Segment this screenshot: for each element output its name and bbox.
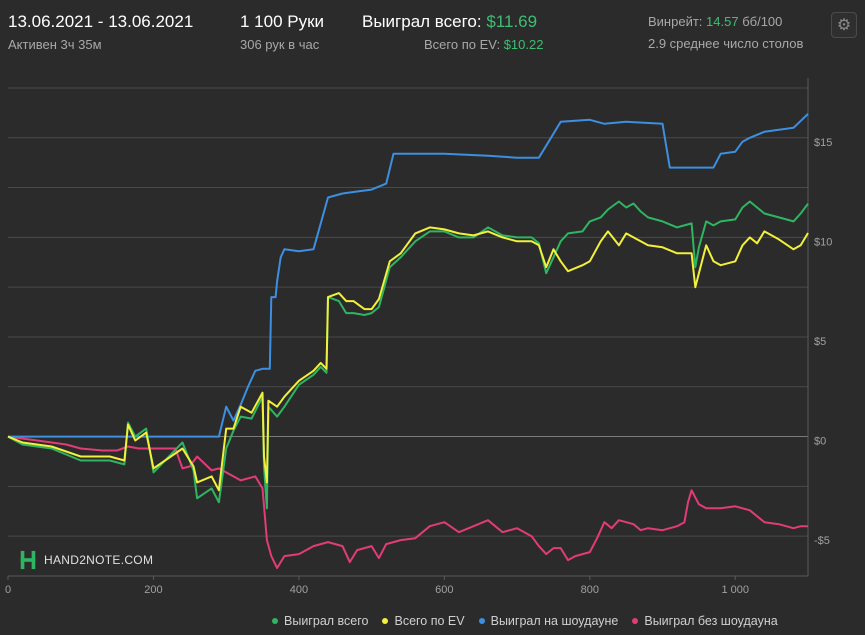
hands-count: 1 100 Руки (240, 12, 325, 31)
chart-ticks: $15 $10 $5 $0 -$5 0 200 400 600 800 1 000 (5, 137, 832, 596)
hand2note-logo: HAND2NOTE.COM (18, 550, 153, 570)
x-tick-label: 400 (290, 584, 308, 596)
ev-total-value: $10.22 (503, 37, 544, 52)
series-line-0 (7, 200, 809, 510)
x-tick-label: 200 (144, 584, 162, 596)
chart-grid (8, 78, 809, 577)
avg-tables: 2.9 среднее число столов (648, 36, 804, 51)
y-tick-label: $5 (814, 336, 826, 348)
legend-item[interactable]: Выиграл всего (272, 614, 368, 628)
winrate-unit: бб/100 (742, 14, 783, 29)
date-range: 13.06.2021 - 13.06.2021 (8, 12, 194, 31)
series-line-1 (7, 226, 809, 492)
x-tick-label: 600 (435, 584, 453, 596)
settings-button[interactable]: ⚙ (831, 12, 857, 38)
legend-item[interactable]: Выиграл без шоудауна (632, 614, 778, 628)
x-tick-label: 1 000 (722, 584, 750, 596)
y-tick-label: $10 (814, 236, 832, 248)
watermark-text: HAND2NOTE.COM (44, 553, 154, 567)
legend-item[interactable]: Выиграл на шоудауне (478, 614, 619, 628)
winrate: Винрейт: 14.57 бб/100 (648, 14, 782, 29)
hand2note-logo-icon (20, 550, 36, 570)
legend-label: Выиграл на шоудауне (490, 614, 619, 628)
legend-label: Всего по EV (394, 614, 465, 628)
legend-label: Выиграл всего (284, 614, 369, 628)
x-tick-label: 800 (581, 584, 599, 596)
winrate-label: Винрейт: (648, 14, 703, 29)
legend-dot (272, 618, 278, 624)
won-total-value: $11.69 (486, 12, 538, 31)
chart-legend: Выиграл всего Всего по EV Выиграл на шоуда… (272, 614, 778, 628)
series-line-3 (7, 435, 808, 569)
winrate-value: 14.57 (706, 14, 739, 29)
gear-icon: ⚙ (836, 17, 852, 34)
legend-dot (632, 618, 639, 624)
chart-series (7, 113, 809, 569)
legend-dot (478, 618, 485, 624)
y-tick-label: -$5 (814, 535, 830, 547)
active-time: Активен 3ч 35м (8, 37, 102, 52)
won-total-label: Выиграл всего: (362, 12, 482, 31)
ev-total-label: Всего по EV: (424, 37, 501, 52)
series-line-2 (8, 113, 809, 438)
y-tick-label: $0 (814, 436, 826, 448)
legend-label: Выиграл без шоудауна (644, 614, 778, 628)
won-total: Выиграл всего: $11.69 (362, 12, 537, 32)
legend-item[interactable]: Всего по EV (382, 614, 465, 628)
legend-dot (382, 618, 389, 624)
hands-per-hour: 306 рук в час (240, 37, 320, 52)
x-tick-label: 0 (5, 584, 11, 596)
ev-total: Всего по EV: $10.22 (424, 37, 543, 52)
y-tick-label: $15 (814, 137, 832, 149)
